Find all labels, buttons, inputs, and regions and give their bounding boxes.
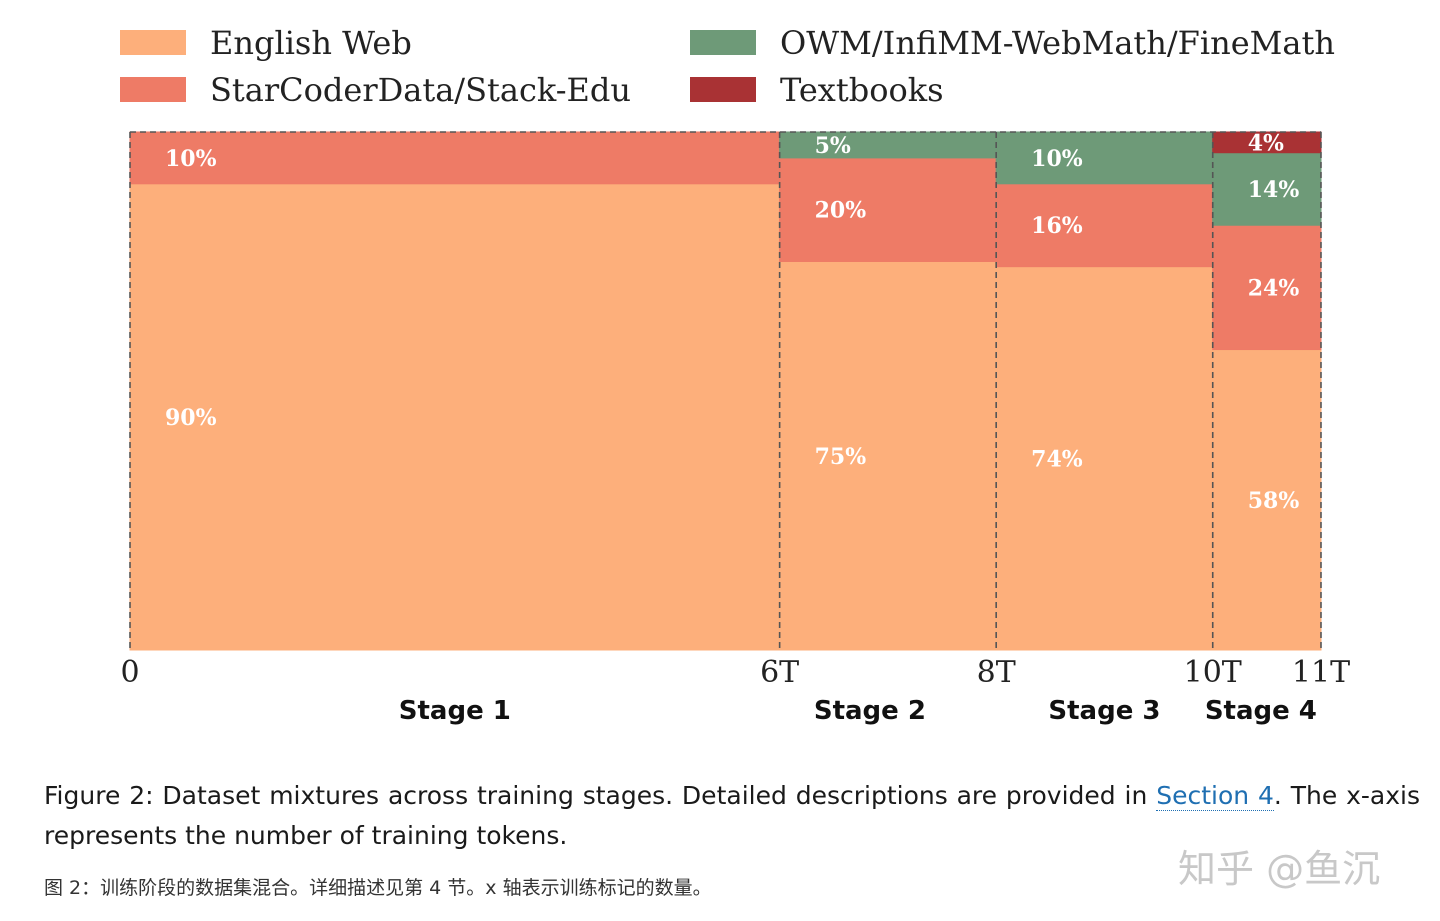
bar-segment: [779, 261, 997, 651]
bar-segment: [779, 157, 997, 262]
chinese-caption: 图 2：训练阶段的数据集混合。详细描述见第 4 节。x 轴表示训练标记的数量。: [44, 877, 712, 899]
bar-segment: [995, 266, 1214, 651]
legend-swatch: [120, 77, 186, 102]
segment-label: 16%: [1031, 213, 1083, 239]
stacked-bars: [129, 131, 1322, 651]
watermark: 知乎 @鱼沉: [1178, 847, 1381, 891]
mixture-chart: English Web StarCoderData/Stack-Edu OWM/In…: [120, 24, 1350, 726]
legend: English Web StarCoderData/Stack-Edu OWM/In…: [120, 24, 1335, 109]
bar-segment: [995, 131, 1214, 185]
stage-label: Stage 4: [1205, 696, 1317, 726]
segment-label: 90%: [165, 405, 217, 431]
legend-label: OWM/InfiMM-WebMath/FineMath: [780, 24, 1335, 62]
segment-label: 75%: [815, 444, 867, 470]
stage-label: Stage 3: [1048, 696, 1160, 726]
stage-dividers: [129, 131, 1322, 650]
segment-label: 10%: [1031, 146, 1083, 172]
x-tick-label: 11T: [1292, 655, 1350, 690]
segment-label: 4%: [1248, 130, 1284, 156]
caption-text-after-link: . The x-axis represents the number of tr…: [44, 781, 1420, 850]
legend-label: Textbooks: [780, 71, 944, 109]
caption-prefix: Figure 2:: [44, 781, 154, 810]
bar-segment: [779, 131, 997, 159]
stage-label: Stage 1: [399, 696, 511, 726]
legend-swatch: [690, 77, 756, 102]
segment-label: 5%: [815, 133, 851, 159]
segment-label: 58%: [1248, 488, 1300, 514]
x-axis-ticks: 0 6T 8T 10T 11T: [120, 655, 1350, 690]
x-tick-label: 10T: [1184, 655, 1242, 690]
legend-swatch: [120, 30, 186, 55]
bar-segment: [995, 183, 1214, 268]
stage-label: Stage 2: [814, 696, 926, 726]
x-tick-label: 8T: [977, 655, 1016, 690]
legend-label: English Web: [210, 24, 412, 62]
legend-swatch: [690, 30, 756, 55]
segment-label: 14%: [1248, 177, 1300, 203]
bar-segment: [1212, 349, 1322, 651]
figure-caption: Figure 2: Dataset mixtures across traini…: [44, 776, 1420, 856]
bar-segment: [129, 131, 781, 185]
segment-label: 74%: [1031, 446, 1083, 472]
segment-labels: 90% 10% 75% 20% 5% 74% 16% 10% 58% 24% 14% 4%: [165, 130, 1299, 513]
stage-labels: Stage 1 Stage 2 Stage 3 Stage 4: [399, 696, 1317, 726]
x-tick-label: 6T: [760, 655, 799, 690]
legend-label: StarCoderData/Stack-Edu: [210, 71, 631, 109]
segment-label: 20%: [815, 198, 867, 224]
section-link[interactable]: Section 4: [1156, 781, 1274, 811]
x-tick-label: 0: [120, 655, 139, 690]
bar-segment: [129, 183, 781, 651]
caption-text-before-link: Dataset mixtures across training stages.…: [153, 781, 1157, 810]
segment-label: 10%: [165, 146, 217, 172]
bar-segment: [1212, 224, 1322, 351]
segment-label: 24%: [1248, 275, 1300, 301]
